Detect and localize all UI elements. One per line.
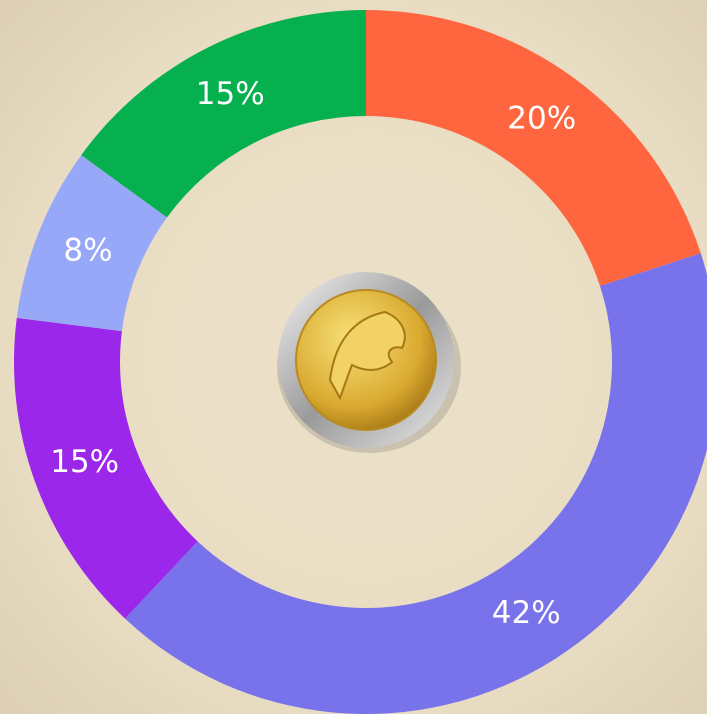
data-label: 20% bbox=[507, 101, 576, 137]
data-label: 15% bbox=[196, 76, 265, 112]
page: 20%42%15%8%15% (() => { const data = JSO… bbox=[0, 0, 707, 714]
data-label: 42% bbox=[492, 595, 561, 631]
data-label: 15% bbox=[50, 444, 119, 480]
data-label: 8% bbox=[63, 232, 112, 268]
chart: 20% 42% 15% 8% 15% bbox=[0, 0, 707, 714]
